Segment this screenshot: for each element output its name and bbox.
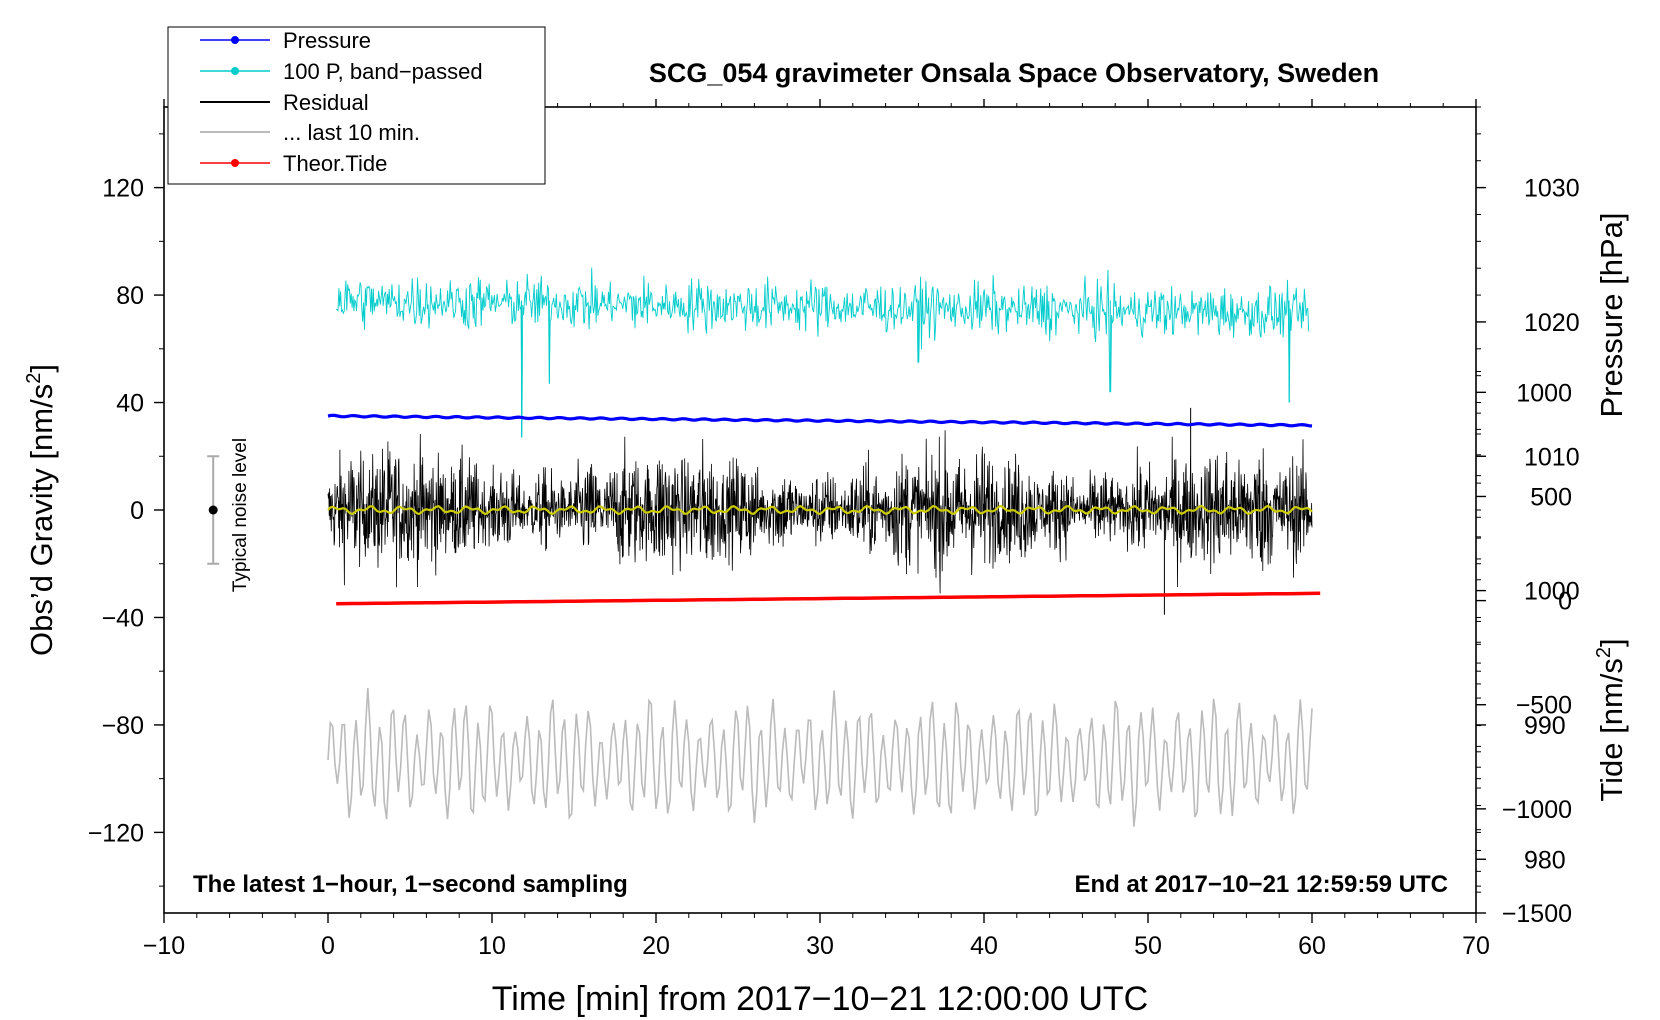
legend-label-residual: Residual <box>283 90 369 115</box>
y-axis-label-tide-end: ] <box>1594 638 1629 647</box>
y-tick-label: 80 <box>116 282 144 310</box>
legend-item-bandpassed: 100 P, band−passed <box>200 59 483 84</box>
legend-marker-pressure <box>231 36 239 44</box>
series-pressure <box>327 413 1313 428</box>
legend-label-pressure: Pressure <box>283 28 371 53</box>
legend-item-tide: Theor.Tide <box>200 151 387 176</box>
chart-title: SCG_054 gravimeter Onsala Space Observat… <box>649 58 1379 88</box>
y-tick-label: −40 <box>102 604 144 632</box>
noise-level-label: Typical noise level <box>230 438 251 592</box>
y-tick-label: −120 <box>88 819 144 847</box>
legend: Pressure 100 P, band−passed Residual ...… <box>167 26 546 185</box>
series-layer <box>207 267 1321 827</box>
legend-label-bandpassed: 100 P, band−passed <box>283 59 483 84</box>
pressure-tick-label: 980 <box>1524 846 1566 874</box>
tide-tick-label: 0 <box>1558 588 1572 616</box>
tide-tick-label: −1500 <box>1502 900 1572 928</box>
x-tick-label: 70 <box>1462 932 1490 960</box>
legend-item-pressure: Pressure <box>200 28 371 53</box>
x-tick-label: 40 <box>970 932 998 960</box>
legend-label-tide: Theor.Tide <box>283 151 387 176</box>
series-pressure-bandpassed <box>335 267 1310 438</box>
legend-item-residual: Residual <box>200 90 369 115</box>
series-theoretical-tide <box>336 591 1321 606</box>
x-tick-label: 50 <box>1134 932 1162 960</box>
legend-box <box>167 26 546 185</box>
y-axis-label-pressure: Pressure [hPa] <box>1594 212 1629 417</box>
y-tick-label: 40 <box>116 390 144 418</box>
x-tick-label: 30 <box>806 932 834 960</box>
x-tick-label: −10 <box>143 932 185 960</box>
y-tick-label: 0 <box>130 497 144 525</box>
pressure-tick-label: 1030 <box>1524 175 1580 203</box>
x-tick-label: 10 <box>478 932 506 960</box>
y-axis-label-gravity-sup: 2 <box>23 373 45 384</box>
y-tick-label: 120 <box>102 175 144 203</box>
legend-marker-tide <box>231 159 239 167</box>
y-axis-label-gravity-end: ] <box>24 364 59 373</box>
legend-item-last10: ... last 10 min. <box>200 120 420 145</box>
y-axis-label-tide: Tide [nm/s2] <box>1593 638 1629 801</box>
tick-layer: −10 0 10 20 30 40 50 60 7012080400−40−80−1201030… <box>88 99 1580 960</box>
annotation-sampling: The latest 1−hour, 1−second sampling <box>193 871 628 898</box>
pressure-tick-label: 1020 <box>1524 309 1580 337</box>
tide-tick-label: −1000 <box>1502 796 1572 824</box>
series-residual-smoothed <box>327 504 1313 516</box>
legend-marker-bandpassed <box>231 67 239 75</box>
pressure-tick-label: 990 <box>1524 712 1566 740</box>
y-axis-label-gravity-text: Obs’d Gravity [nm/s <box>24 384 59 656</box>
y-axis-label-tide-sup: 2 <box>1593 647 1615 658</box>
y-tick-label: −80 <box>102 712 144 740</box>
tide-tick-label: 1000 <box>1516 379 1572 407</box>
tide-tick-label: 500 <box>1530 483 1572 511</box>
x-axis-label: Time [min] from 2017−10−21 12:00:00 UTC <box>492 980 1148 1018</box>
legend-label-last10: ... last 10 min. <box>283 120 420 145</box>
x-tick-label: 20 <box>642 932 670 960</box>
y-axis-label-gravity: Obs’d Gravity [nm/s2] <box>23 364 59 656</box>
annotation-end-time: End at 2017−10−21 12:59:59 UTC <box>1074 871 1448 898</box>
series-residual <box>327 430 1313 594</box>
pressure-tick-label: 1010 <box>1524 443 1580 471</box>
noise-bar-center <box>208 505 218 515</box>
y-axis-label-tide-text: Tide [nm/s <box>1594 658 1629 802</box>
x-tick-label: 0 <box>321 932 335 960</box>
x-tick-label: 60 <box>1298 932 1326 960</box>
tide-tick-label: −500 <box>1516 692 1572 720</box>
pressure-tick-label: 1000 <box>1524 578 1580 606</box>
series-last-10-min <box>327 687 1313 827</box>
